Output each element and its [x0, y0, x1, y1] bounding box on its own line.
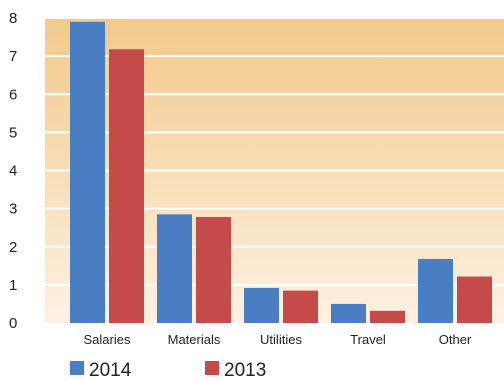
- bar-salaries-2013: [109, 49, 144, 323]
- bar-utilities-2014: [244, 287, 279, 323]
- legend: 2014 2013: [70, 360, 266, 381]
- y-tick-label: 6: [9, 86, 17, 103]
- x-tick-label: Travel: [350, 332, 386, 347]
- legend-swatch-2013: [205, 361, 219, 375]
- legend-label-2013: 2013: [224, 360, 266, 381]
- y-tick-label: 1: [9, 277, 17, 294]
- bar-salaries-2014: [70, 21, 105, 323]
- x-tick-label: Other: [439, 332, 472, 347]
- bar-travel-2014: [331, 303, 366, 323]
- y-tick-label: 4: [9, 163, 17, 180]
- y-axis-ticks: 0 1 2 3 4 5 6 7 8: [9, 10, 17, 332]
- x-tick-label: Materials: [168, 332, 221, 347]
- bars: [70, 21, 492, 323]
- x-tick-label: Utilities: [260, 332, 302, 347]
- legend-label-2014: 2014: [89, 360, 132, 381]
- y-tick-label: 5: [9, 124, 17, 141]
- bar-travel-2013: [370, 310, 405, 323]
- y-tick-label: 8: [9, 10, 17, 27]
- legend-swatch-2014: [70, 361, 84, 375]
- bar-utilities-2013: [283, 290, 318, 323]
- bar-other-2014: [418, 258, 453, 323]
- y-tick-label: 7: [9, 48, 17, 65]
- bar-other-2013: [457, 276, 492, 323]
- x-axis-labels: Salaries Materials Utilities Travel Other: [84, 332, 472, 347]
- x-tick-label: Salaries: [84, 332, 131, 347]
- bar-materials-2013: [196, 217, 231, 323]
- bar-materials-2014: [157, 214, 192, 323]
- y-tick-label: 3: [9, 201, 17, 218]
- y-tick-label: 0: [9, 315, 17, 332]
- y-tick-label: 2: [9, 239, 17, 256]
